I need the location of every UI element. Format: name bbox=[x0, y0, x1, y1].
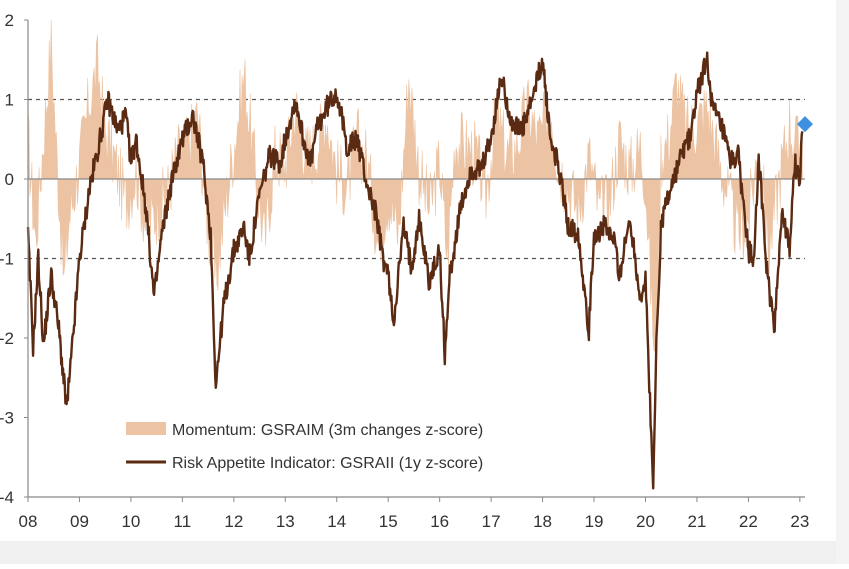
latest-value-marker bbox=[797, 116, 813, 133]
x-axis-ticks: 08 09 10 11 12 13 14 15 16 17 18 19 20 21 22 23 bbox=[19, 497, 809, 531]
x-tick-label: 08 bbox=[19, 512, 38, 531]
gsraii-line bbox=[26, 51, 804, 490]
x-tick-label: 09 bbox=[70, 512, 89, 531]
y-tick-label: -4 bbox=[0, 488, 14, 507]
y-tick-label: -3 bbox=[0, 409, 14, 428]
gsraii-series bbox=[26, 51, 813, 490]
x-tick-label: 19 bbox=[585, 512, 604, 531]
x-tick-label: 23 bbox=[790, 512, 809, 531]
x-tick-label: 13 bbox=[276, 512, 295, 531]
reference-lines bbox=[28, 98, 805, 260]
legend-swatch-momentum bbox=[126, 422, 166, 435]
y-tick-label: -2 bbox=[0, 329, 14, 348]
y-axis-ticks: 2 1 0 -1 -2 -3 -4 bbox=[0, 11, 28, 507]
x-tick-label: 16 bbox=[430, 512, 449, 531]
x-tick-label: 14 bbox=[327, 512, 346, 531]
x-tick-label: 20 bbox=[636, 512, 655, 531]
momentum-area bbox=[27, 19, 803, 358]
x-tick-label: 18 bbox=[533, 512, 552, 531]
legend-label-gsraii: Risk Appetite Indicator: GSRAII (1y z-sc… bbox=[172, 455, 483, 472]
x-tick-label: 15 bbox=[379, 512, 398, 531]
x-tick-label: 17 bbox=[482, 512, 501, 531]
x-tick-label: 22 bbox=[739, 512, 758, 531]
x-tick-label: 21 bbox=[687, 512, 706, 531]
legend: Momentum: GSRAIM (3m changes z-score) Ris… bbox=[126, 422, 483, 472]
bottom-strip bbox=[0, 541, 836, 564]
legend-label-momentum: Momentum: GSRAIM (3m changes z-score) bbox=[172, 422, 483, 439]
x-tick-label: 12 bbox=[224, 512, 243, 531]
right-strip bbox=[836, 0, 849, 564]
x-tick-label: 10 bbox=[121, 512, 140, 531]
y-tick-label: 1 bbox=[5, 91, 14, 110]
y-tick-label: -1 bbox=[0, 250, 14, 269]
x-tick-label: 11 bbox=[174, 512, 192, 531]
y-tick-label: 0 bbox=[5, 170, 14, 189]
momentum-series bbox=[27, 19, 803, 358]
y-tick-label: 2 bbox=[5, 11, 14, 30]
